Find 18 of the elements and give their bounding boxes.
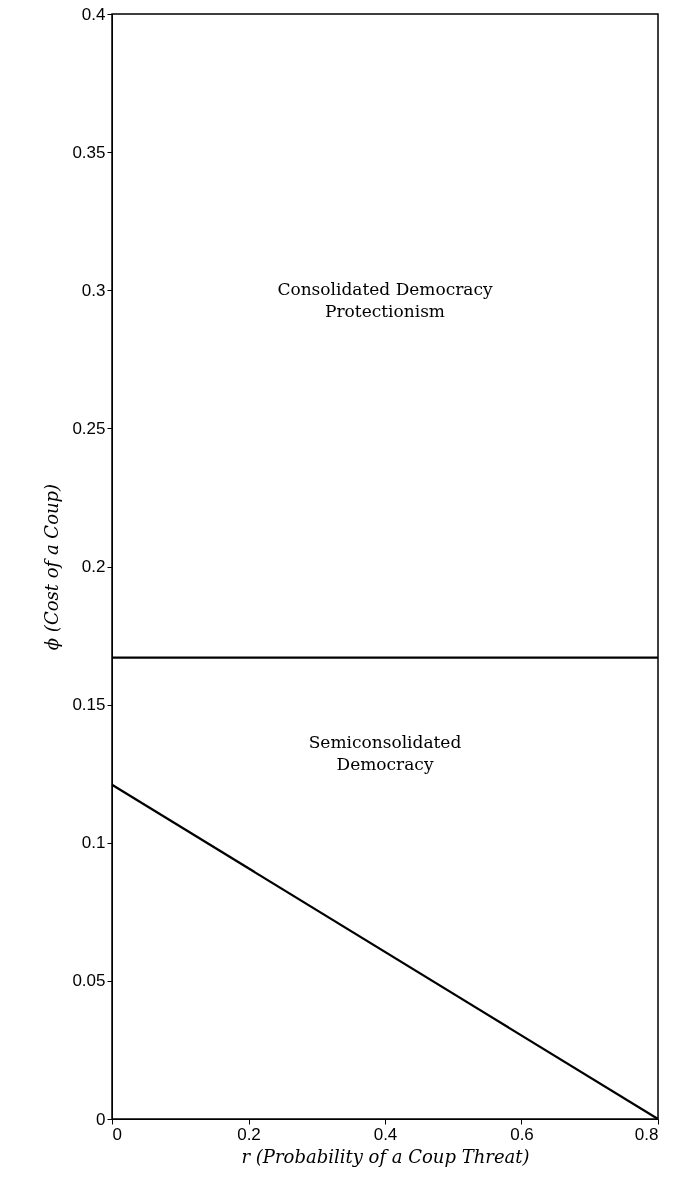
y-tick-label: 0.15 [72, 695, 106, 715]
annotation: Consolidated Democracy Protectionism [277, 279, 493, 322]
x-tick-label: 0.6 [510, 1124, 534, 1144]
x-tick-label: 0.4 [373, 1124, 398, 1144]
x-axis-title: r (Probability of a Coup Threat) [241, 1145, 530, 1167]
y-tick-label: 0.25 [72, 418, 106, 438]
x-tick-label: 0 [112, 1124, 122, 1144]
y-tick-label: 0.1 [81, 833, 106, 853]
y-tick-label: 0.05 [72, 971, 106, 991]
y-axis-title: ϕ (Cost of a Coup) [41, 483, 63, 651]
y-tick-label: 0.35 [72, 142, 106, 162]
y-tick-label: 0.2 [81, 557, 106, 576]
y-tick-label: 0.4 [81, 4, 106, 24]
x-tick-label: 0.2 [237, 1124, 261, 1144]
y-tick-label: 0 [96, 1109, 106, 1129]
x-tick-label: 0.8 [634, 1124, 659, 1144]
annotation: Semiconsolidated Democracy [308, 732, 462, 775]
y-tick-label: 0.3 [81, 280, 106, 300]
